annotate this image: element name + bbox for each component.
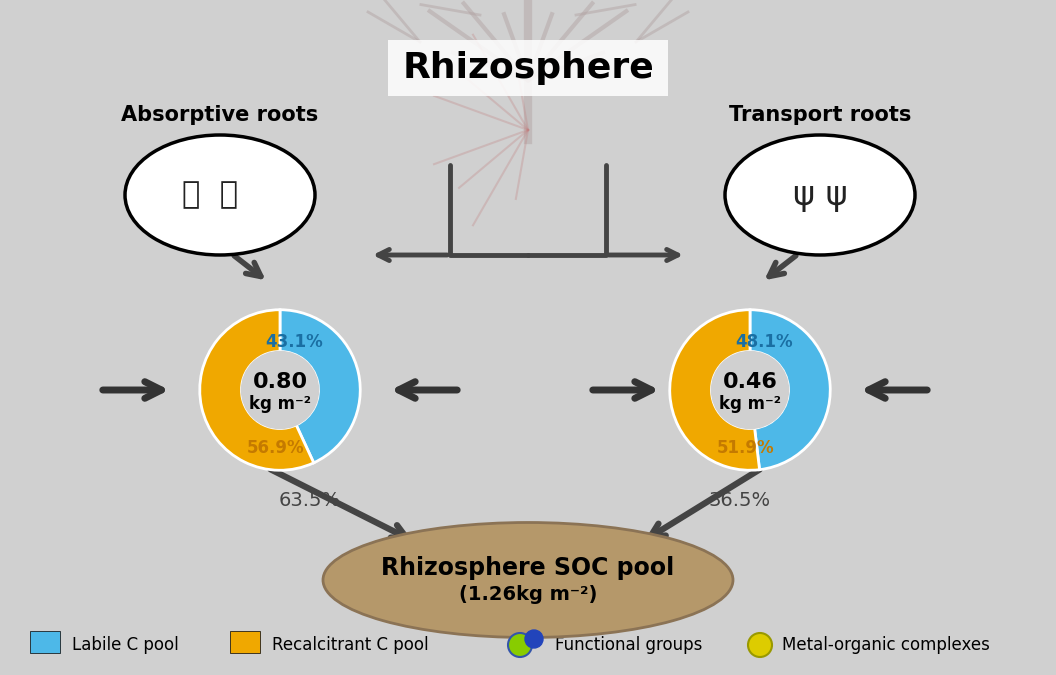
Text: (1.26kg m⁻²): (1.26kg m⁻²) — [458, 585, 598, 603]
Circle shape — [508, 633, 532, 657]
Text: Rhizosphere: Rhizosphere — [402, 51, 654, 85]
Text: 63.5%: 63.5% — [279, 491, 341, 510]
Text: ψ ψ: ψ ψ — [793, 178, 847, 211]
Text: Recalcitrant C pool: Recalcitrant C pool — [272, 636, 429, 654]
Bar — [30, 631, 60, 653]
Text: Functional groups: Functional groups — [555, 636, 702, 654]
Text: Metal-organic complexes: Metal-organic complexes — [782, 636, 989, 654]
Wedge shape — [200, 310, 314, 470]
Circle shape — [525, 630, 543, 648]
Text: Labile C pool: Labile C pool — [72, 636, 178, 654]
Text: kg m⁻²: kg m⁻² — [719, 396, 781, 414]
Text: Absorptive roots: Absorptive roots — [121, 105, 319, 125]
Text: Rhizosphere SOC pool: Rhizosphere SOC pool — [381, 556, 675, 580]
Wedge shape — [280, 310, 360, 463]
Text: 0.46: 0.46 — [722, 372, 777, 392]
Text: 36.5%: 36.5% — [709, 491, 771, 510]
Circle shape — [712, 352, 789, 429]
Ellipse shape — [323, 522, 733, 637]
Text: 56.9%: 56.9% — [247, 439, 305, 457]
Bar — [230, 631, 260, 653]
Circle shape — [242, 352, 319, 429]
Text: 48.1%: 48.1% — [736, 333, 793, 351]
Ellipse shape — [125, 135, 315, 255]
Ellipse shape — [725, 135, 914, 255]
Text: 0.80: 0.80 — [252, 372, 307, 392]
Wedge shape — [750, 310, 830, 470]
Text: 𝒯  𝒯: 𝒯 𝒯 — [182, 180, 238, 209]
Text: 43.1%: 43.1% — [265, 333, 323, 351]
Circle shape — [748, 633, 772, 657]
Wedge shape — [670, 310, 759, 470]
Text: 51.9%: 51.9% — [717, 439, 775, 457]
FancyBboxPatch shape — [388, 40, 668, 96]
Text: Transport roots: Transport roots — [729, 105, 911, 125]
Text: kg m⁻²: kg m⁻² — [249, 396, 312, 414]
